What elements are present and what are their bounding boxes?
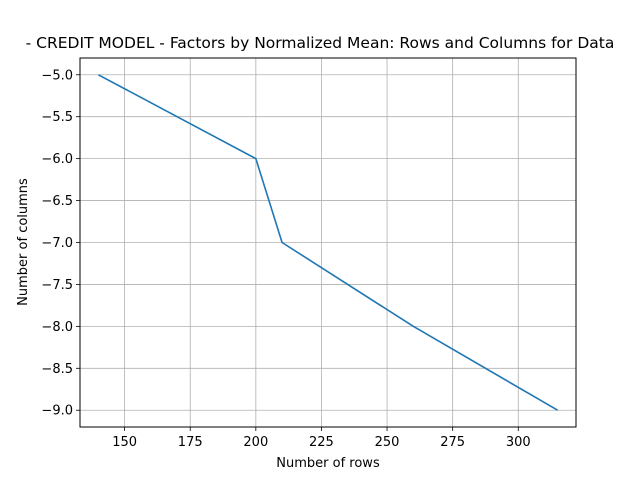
axis-ticks: 150 175 200 225 250 275 300 −5.0 −5.5 −6.0 −6.5 −7.… <box>41 68 530 450</box>
x-tick-label: 225 <box>309 435 334 450</box>
y-tick-label: −8.5 <box>41 362 73 377</box>
series-group <box>97 74 559 411</box>
y-tick-label: −7.5 <box>41 278 73 293</box>
x-tick-label: 175 <box>178 435 203 450</box>
x-tick-label: 150 <box>112 435 137 450</box>
x-axis-label: Number of rows <box>276 456 380 471</box>
y-tick-label: −6.5 <box>41 194 73 209</box>
x-tick-label: 275 <box>440 435 465 450</box>
x-tick-label: 300 <box>506 435 531 450</box>
y-axis-label: Number of columns <box>16 178 31 306</box>
chart-title: - CREDIT MODEL - Factors by Normalized M… <box>26 34 615 52</box>
x-tick-label: 200 <box>243 435 268 450</box>
y-tick-label: −8.0 <box>41 320 73 335</box>
y-tick-label: −5.0 <box>41 68 73 83</box>
plot-frame <box>79 57 577 428</box>
series-line <box>97 74 559 411</box>
grid-lines <box>80 58 576 427</box>
x-tick-label: 250 <box>375 435 400 450</box>
y-tick-label: −7.0 <box>41 236 73 251</box>
y-tick-label: −9.0 <box>41 404 73 419</box>
y-tick-label: −5.5 <box>41 110 73 125</box>
y-tick-label: −6.0 <box>41 152 73 167</box>
